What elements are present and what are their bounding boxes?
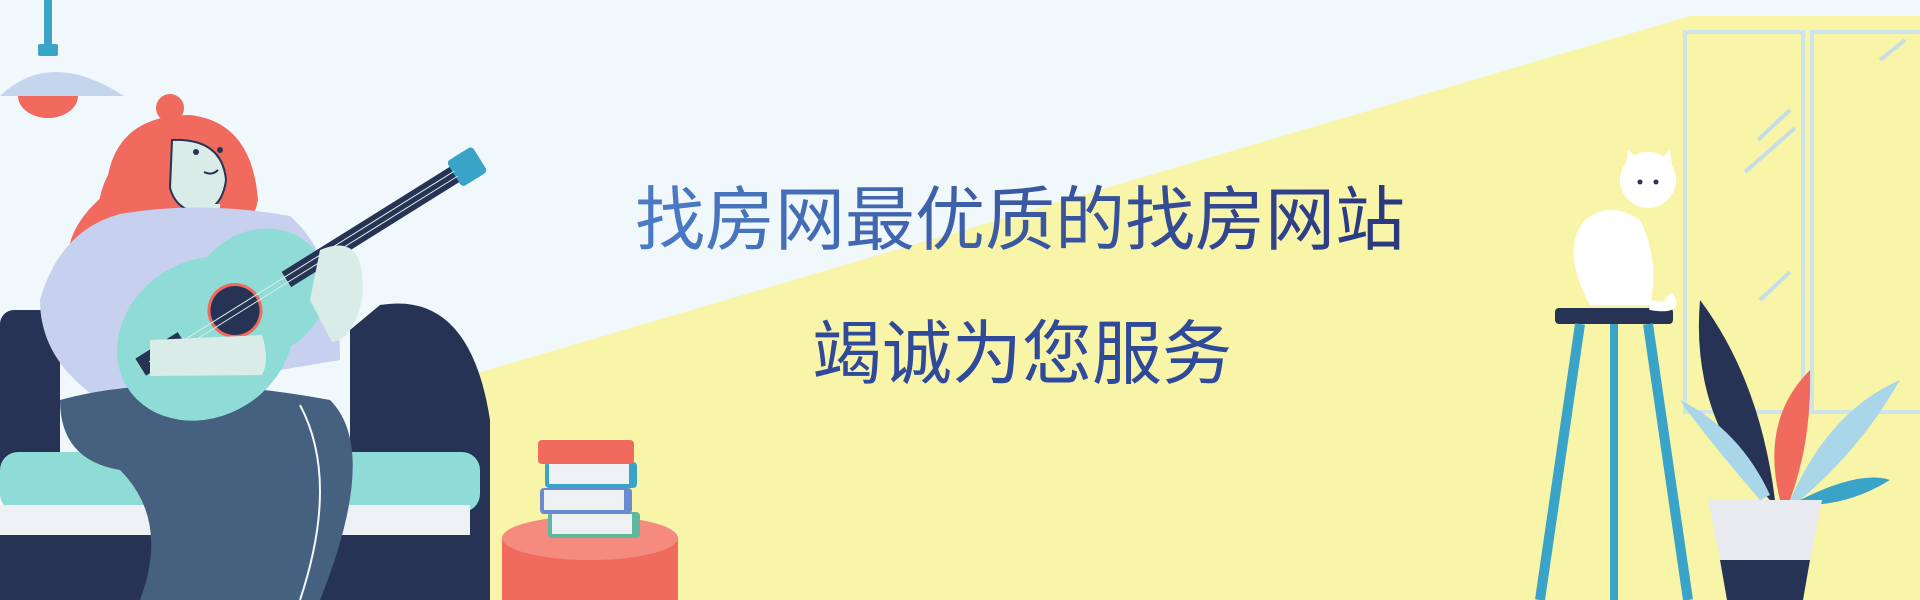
stool-icon: [1535, 308, 1693, 600]
woman-with-guitar-illustration: [40, 94, 487, 600]
potted-plant-icon: [1680, 300, 1900, 600]
wall-diagonal: [420, 16, 1920, 600]
pendant-lamp-icon: [0, 0, 124, 118]
subheadline: 竭诚为您服务: [812, 313, 1232, 395]
book-stack-icon: [538, 440, 640, 538]
cat-illustration: [1573, 150, 1677, 312]
headline: 找房网最优质的找房网站: [635, 179, 1405, 261]
